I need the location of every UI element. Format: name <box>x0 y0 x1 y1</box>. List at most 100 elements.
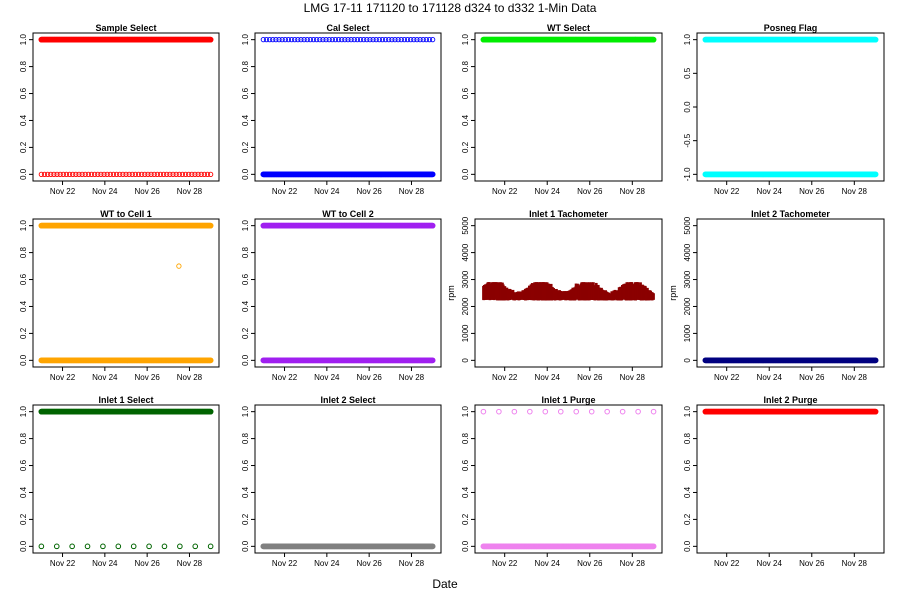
data-point <box>92 171 98 177</box>
data-point <box>339 37 345 43</box>
x-tick-label: Nov 22 <box>272 559 298 568</box>
data-point <box>282 37 288 43</box>
series-3 <box>176 263 182 269</box>
y-tick-label: 4000 <box>683 243 692 261</box>
panel-title: WT to Cell 1 <box>100 209 152 219</box>
y-tick-label: 0.5 <box>683 67 692 79</box>
data-point <box>542 408 549 415</box>
series-1 <box>702 357 879 364</box>
data-point <box>429 171 436 178</box>
y-tick-label: 0.8 <box>461 60 470 72</box>
data-point <box>177 543 183 550</box>
series-2 <box>38 543 214 550</box>
y-tick-label: 0.6 <box>241 273 250 285</box>
x-tick-label: Nov 24 <box>535 373 561 382</box>
data-point <box>207 543 214 550</box>
series-1 <box>480 36 657 43</box>
y-tick-label: 0.6 <box>241 87 250 99</box>
data-point <box>650 408 657 415</box>
data-point <box>100 543 106 550</box>
panel-6: WT to Cell 2 0.0 0.2 0.4 0.6 0.8 1.0 Nov 22 Nov … <box>241 209 442 382</box>
figure-xlabel: Date <box>432 577 458 591</box>
x-tick-label: Nov 22 <box>50 373 76 382</box>
x-tick-label: Nov 24 <box>92 373 118 382</box>
data-point <box>157 171 164 177</box>
x-tick-label: Nov 28 <box>620 187 646 196</box>
data-point <box>511 408 518 415</box>
plot-frame <box>254 404 442 554</box>
y-tick-label: 0.0 <box>19 354 28 366</box>
data-point <box>79 171 85 177</box>
x-tick-label: Nov 28 <box>177 187 203 196</box>
plot-frame <box>474 32 663 182</box>
data-point <box>192 543 199 550</box>
y-tick-label: 1.0 <box>241 220 250 232</box>
data-point <box>66 171 73 177</box>
y-tick-label: 1.0 <box>461 34 470 46</box>
data-point <box>260 37 267 43</box>
y-tick-label: 0.0 <box>683 101 692 113</box>
x-tick-label: Nov 26 <box>134 559 160 568</box>
data-point <box>408 37 414 43</box>
data-point <box>164 171 170 177</box>
data-point <box>386 37 392 43</box>
series-2 <box>260 357 436 364</box>
plot-frame <box>696 218 885 368</box>
data-point <box>113 171 120 177</box>
data-point <box>414 37 420 43</box>
data-point <box>82 171 88 177</box>
data-point <box>320 37 326 43</box>
data-point <box>357 37 364 43</box>
y-tick-label: 0.0 <box>19 168 28 180</box>
data-point <box>70 171 76 177</box>
data-point <box>146 543 152 550</box>
x-tick-label: Nov 22 <box>714 187 740 196</box>
y-tick-label: 2000 <box>461 297 470 315</box>
data-point <box>170 171 176 177</box>
data-point <box>139 171 145 177</box>
data-point <box>129 171 135 177</box>
data-point <box>60 171 66 177</box>
y-tick-label: 0.8 <box>19 432 28 444</box>
x-tick-label: Nov 28 <box>177 559 203 568</box>
data-point <box>650 36 657 43</box>
data-point <box>279 37 285 43</box>
y-tick-label: 0.2 <box>19 513 28 525</box>
data-point <box>317 37 323 43</box>
data-point <box>557 408 564 415</box>
x-tick-label: Nov 28 <box>177 373 203 382</box>
panel-title: WT Select <box>547 23 590 33</box>
y-tick-label: 0.8 <box>461 432 470 444</box>
data-point <box>650 543 657 550</box>
data-point <box>288 37 295 43</box>
y-tick-label: 0.8 <box>19 246 28 258</box>
data-point <box>335 37 342 43</box>
data-point <box>326 37 332 43</box>
data-point <box>361 37 367 43</box>
series-1 <box>702 408 879 415</box>
data-point <box>173 171 179 177</box>
series-2 <box>480 543 657 550</box>
data-point <box>354 37 361 43</box>
data-point <box>207 408 214 415</box>
data-point <box>117 171 123 177</box>
data-point <box>195 171 201 177</box>
y-tick-label: 0.4 <box>241 114 250 126</box>
y-tick-label: 3000 <box>683 270 692 288</box>
data-point <box>53 543 60 550</box>
data-point <box>107 171 113 177</box>
data-point <box>201 171 208 177</box>
data-point <box>604 408 610 415</box>
y-tick-label: 1.0 <box>683 34 692 46</box>
y-tick-label: 1.0 <box>683 406 692 418</box>
data-point <box>411 37 417 43</box>
x-tick-label: Nov 22 <box>714 559 740 568</box>
panel-7: Inlet 1 Tachometer 0 1000 2000 3000 4000 5000 N… <box>446 209 663 382</box>
x-tick-label: Nov 24 <box>314 187 340 196</box>
data-point <box>420 37 426 43</box>
y-tick-label: 1000 <box>683 324 692 342</box>
y-tick-label: 0.4 <box>461 486 470 498</box>
data-point <box>207 171 214 177</box>
data-point <box>392 37 398 43</box>
y-tick-label: 0 <box>683 358 692 363</box>
